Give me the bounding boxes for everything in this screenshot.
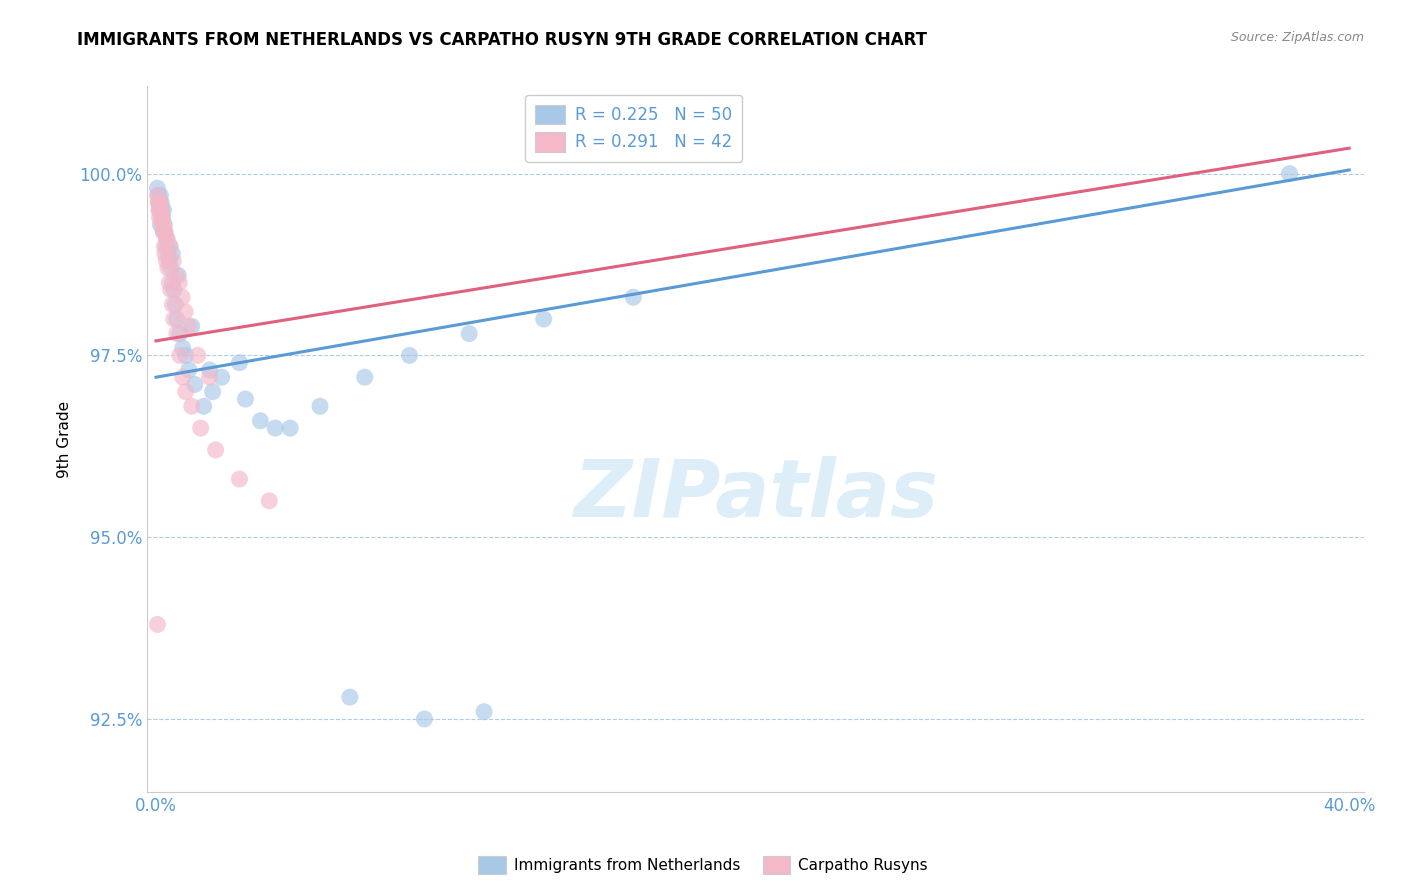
- Point: [187, 348, 209, 362]
- Point: [353, 370, 375, 384]
- Point: [201, 384, 224, 399]
- Point: [148, 195, 170, 210]
- Point: [148, 195, 170, 210]
- Point: [167, 276, 190, 290]
- Point: [169, 326, 191, 341]
- Point: [162, 246, 184, 260]
- Point: [152, 218, 174, 232]
- Point: [204, 442, 226, 457]
- Text: ZIPatlas: ZIPatlas: [574, 457, 938, 534]
- Point: [156, 261, 179, 276]
- Point: [148, 202, 170, 217]
- Point: [157, 239, 180, 253]
- Point: [156, 246, 179, 260]
- Point: [458, 326, 481, 341]
- Point: [249, 414, 271, 428]
- Point: [148, 195, 170, 210]
- Point: [156, 232, 179, 246]
- Point: [148, 202, 170, 217]
- Point: [228, 356, 250, 370]
- Point: [149, 195, 172, 210]
- Point: [172, 290, 194, 304]
- Point: [398, 348, 420, 362]
- Point: [198, 363, 221, 377]
- Point: [150, 211, 173, 225]
- Point: [150, 202, 173, 217]
- Point: [159, 239, 181, 253]
- Point: [149, 188, 172, 202]
- Point: [533, 312, 555, 326]
- Point: [153, 225, 176, 239]
- Point: [152, 225, 174, 239]
- Point: [621, 290, 644, 304]
- Point: [165, 268, 187, 283]
- Point: [177, 363, 200, 377]
- Point: [155, 239, 177, 253]
- Point: [153, 225, 176, 239]
- Point: [264, 421, 287, 435]
- Point: [180, 319, 202, 334]
- Point: [472, 705, 495, 719]
- Point: [150, 195, 173, 210]
- Legend: R = 0.225   N = 50, R = 0.291   N = 42: R = 0.225 N = 50, R = 0.291 N = 42: [526, 95, 742, 161]
- Point: [146, 617, 169, 632]
- Point: [169, 348, 191, 362]
- Point: [146, 188, 169, 202]
- Point: [155, 232, 177, 246]
- Point: [160, 283, 183, 297]
- Point: [180, 400, 202, 414]
- Point: [152, 218, 174, 232]
- Point: [413, 712, 436, 726]
- Point: [177, 319, 200, 334]
- Point: [198, 370, 221, 384]
- Point: [157, 276, 180, 290]
- Point: [155, 253, 177, 268]
- Point: [153, 218, 176, 232]
- Point: [153, 239, 176, 253]
- Point: [152, 225, 174, 239]
- Point: [174, 305, 197, 319]
- Point: [166, 326, 188, 341]
- Point: [163, 283, 186, 297]
- Point: [152, 211, 174, 225]
- Point: [211, 370, 233, 384]
- Point: [152, 202, 174, 217]
- Point: [183, 377, 205, 392]
- Point: [150, 202, 173, 217]
- Point: [172, 341, 194, 355]
- Point: [193, 400, 215, 414]
- Point: [174, 348, 197, 362]
- Point: [146, 181, 169, 195]
- Point: [148, 188, 170, 202]
- Point: [339, 690, 361, 705]
- Point: [150, 211, 173, 225]
- Point: [174, 384, 197, 399]
- Point: [259, 493, 281, 508]
- Y-axis label: 9th Grade: 9th Grade: [58, 401, 72, 477]
- Point: [149, 218, 172, 232]
- Point: [162, 276, 184, 290]
- Point: [309, 400, 332, 414]
- Text: Source: ZipAtlas.com: Source: ZipAtlas.com: [1230, 31, 1364, 45]
- Point: [167, 268, 190, 283]
- Point: [166, 312, 188, 326]
- Point: [228, 472, 250, 486]
- Point: [149, 202, 172, 217]
- Point: [160, 261, 183, 276]
- Point: [235, 392, 257, 406]
- Point: [148, 211, 170, 225]
- Point: [165, 297, 187, 311]
- Point: [278, 421, 301, 435]
- Point: [172, 370, 194, 384]
- Point: [162, 253, 184, 268]
- Point: [1278, 167, 1301, 181]
- Legend: Immigrants from Netherlands, Carpatho Rusyns: Immigrants from Netherlands, Carpatho Ru…: [472, 850, 934, 880]
- Point: [163, 312, 186, 326]
- Point: [157, 253, 180, 268]
- Text: IMMIGRANTS FROM NETHERLANDS VS CARPATHO RUSYN 9TH GRADE CORRELATION CHART: IMMIGRANTS FROM NETHERLANDS VS CARPATHO …: [77, 31, 928, 49]
- Point: [153, 246, 176, 260]
- Point: [190, 421, 212, 435]
- Point: [162, 297, 184, 311]
